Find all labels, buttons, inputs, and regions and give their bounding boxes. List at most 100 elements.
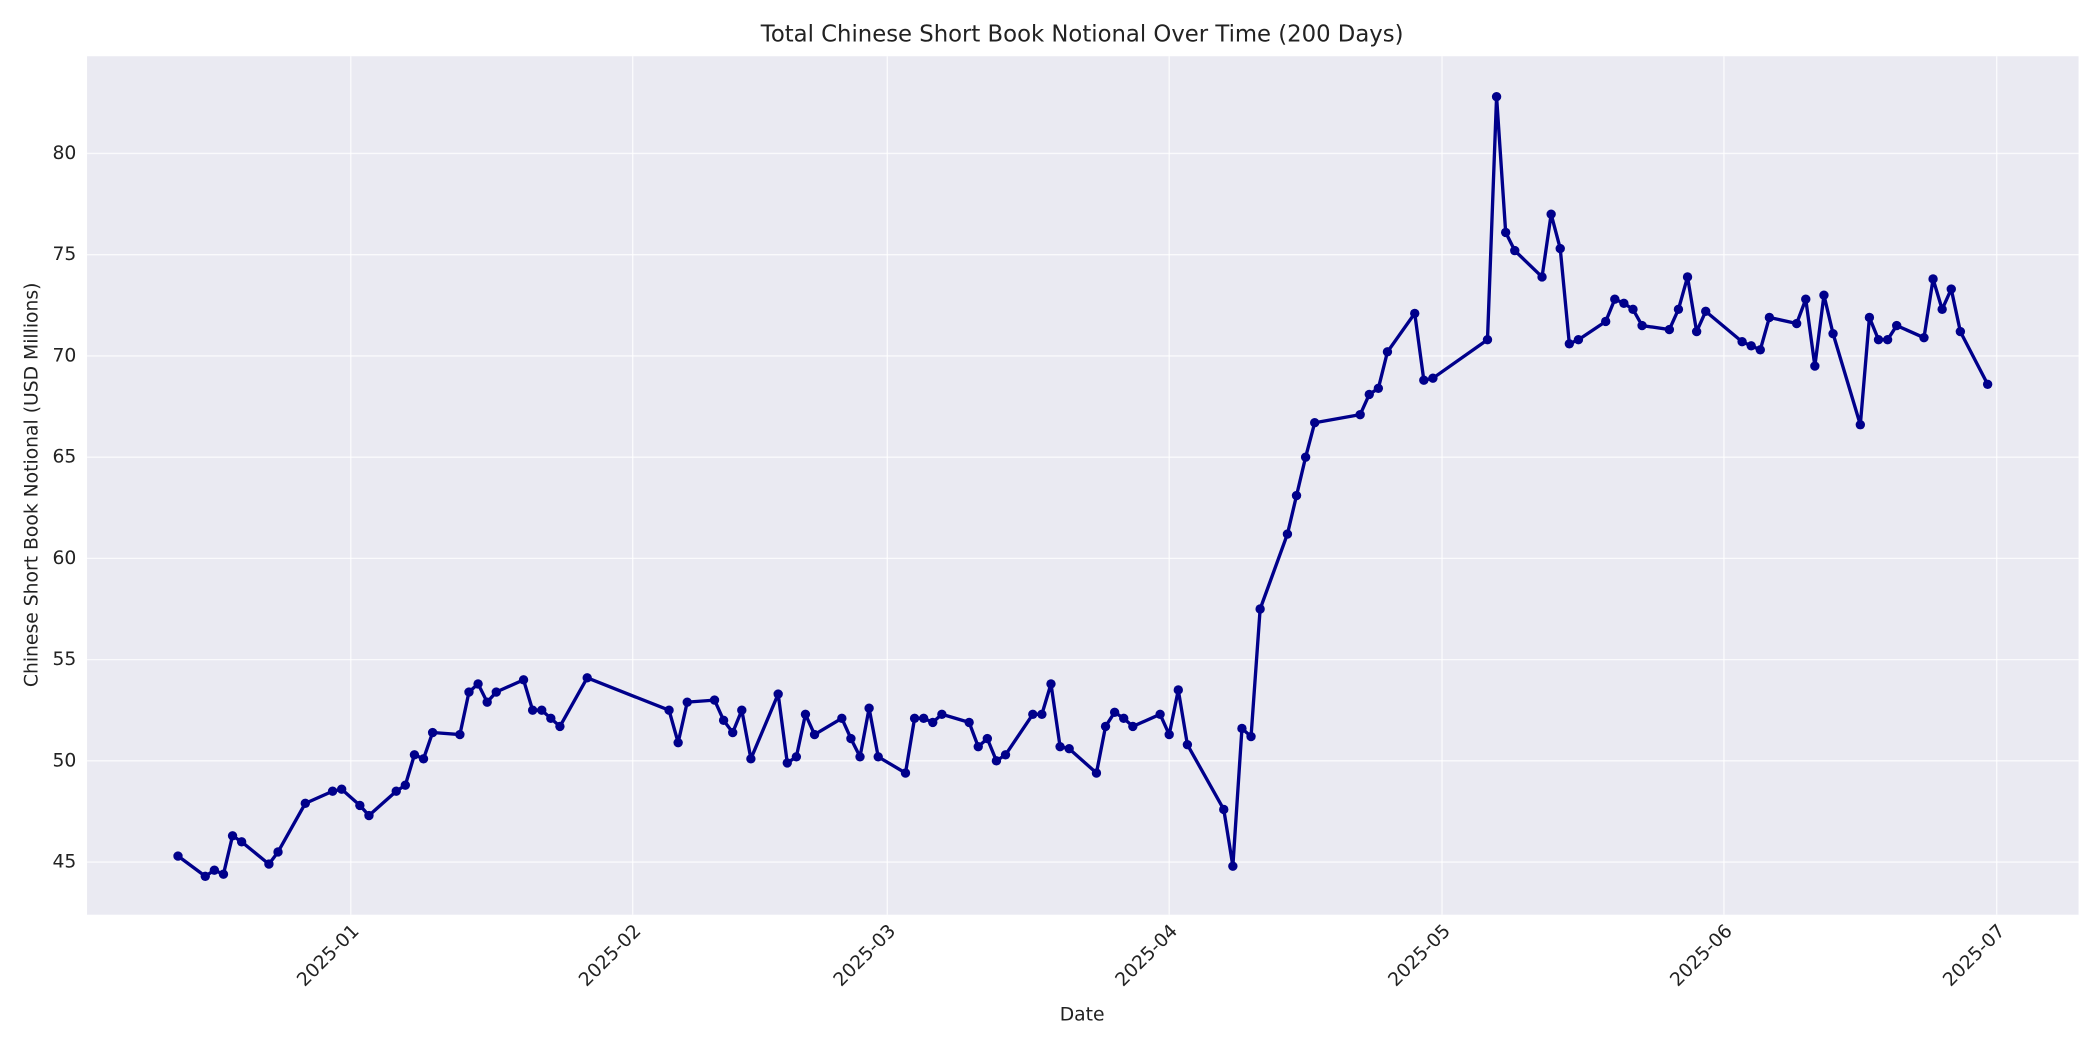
data-point <box>1928 274 1938 284</box>
data-point <box>418 754 429 764</box>
data-point <box>1673 304 1684 315</box>
data-point <box>773 689 783 699</box>
data-point <box>200 871 210 881</box>
data-point <box>1982 379 1993 389</box>
data-point <box>1619 298 1629 308</box>
data-point <box>1028 709 1038 719</box>
y-tick-label: 45 <box>52 852 76 873</box>
data-point <box>227 831 238 841</box>
data-point <box>1237 723 1247 734</box>
data-point <box>1828 328 1838 339</box>
data-point <box>682 697 692 707</box>
data-point <box>400 780 411 790</box>
data-point <box>582 673 592 683</box>
data-point <box>1746 341 1756 351</box>
data-point <box>855 752 865 762</box>
data-point <box>464 687 474 697</box>
data-point <box>782 758 792 768</box>
data-point <box>491 687 501 697</box>
data-point <box>1128 721 1138 732</box>
x-tick-label: 2025-02 <box>575 921 645 991</box>
data-point <box>1100 721 1111 732</box>
data-point <box>1219 804 1229 815</box>
data-point <box>1691 326 1702 337</box>
data-point <box>718 715 729 726</box>
data-point <box>1491 92 1502 102</box>
data-point <box>900 768 911 778</box>
data-point <box>518 675 529 685</box>
data-point <box>473 679 483 689</box>
data-point <box>1091 768 1102 778</box>
data-point <box>1282 529 1293 539</box>
data-point <box>1610 294 1620 304</box>
data-point <box>1364 389 1374 400</box>
data-point <box>1500 227 1511 238</box>
data-point <box>1764 312 1775 323</box>
y-tick-label: 70 <box>52 345 76 366</box>
data-point <box>1155 709 1165 719</box>
data-point <box>1573 335 1584 345</box>
data-point <box>300 798 310 809</box>
data-point <box>482 697 492 707</box>
data-point <box>391 786 401 796</box>
data-point <box>1701 306 1711 317</box>
data-point <box>273 847 283 857</box>
data-point <box>1882 335 1893 345</box>
x-tick-label: 2025-07 <box>1939 921 2009 991</box>
data-point <box>964 717 974 728</box>
data-point <box>728 727 738 738</box>
data-point <box>1801 294 1811 304</box>
y-tick-label: 55 <box>52 649 76 670</box>
data-point <box>1864 312 1875 323</box>
data-point <box>364 810 374 821</box>
data-point <box>746 754 756 764</box>
data-point <box>409 750 420 760</box>
data-point <box>555 721 565 732</box>
data-point <box>1819 290 1829 300</box>
data-point <box>1300 452 1311 462</box>
data-point <box>737 705 747 715</box>
data-point <box>537 705 547 715</box>
data-point <box>1410 308 1420 319</box>
data-point <box>928 717 938 728</box>
data-point <box>1791 318 1802 329</box>
data-point <box>1228 861 1238 871</box>
data-point <box>1373 383 1384 393</box>
data-point <box>1310 418 1320 428</box>
chart-title: Total Chinese Short Book Notional Over T… <box>760 21 1404 47</box>
y-tick-label: 50 <box>52 750 76 771</box>
data-point <box>1164 729 1174 740</box>
x-tick-label: 2025-06 <box>1666 921 1736 991</box>
data-point <box>1955 326 1966 337</box>
data-point <box>1810 361 1820 371</box>
data-point <box>1601 316 1611 327</box>
data-point <box>427 727 438 738</box>
data-point <box>1555 243 1565 254</box>
data-point <box>1482 335 1493 345</box>
data-point <box>1892 320 1902 331</box>
data-point <box>1637 320 1647 331</box>
data-point <box>1919 332 1929 343</box>
data-point <box>1937 304 1947 315</box>
x-tick-label: 2025-04 <box>1112 921 1182 991</box>
data-point <box>1737 337 1747 347</box>
x-tick-label: 2025-03 <box>830 921 900 991</box>
data-point <box>1355 409 1365 420</box>
y-axis-label: Chinese Short Book Notional (USD Million… <box>22 283 43 688</box>
data-point <box>264 859 274 869</box>
plot-area <box>87 56 2079 915</box>
data-point <box>1255 604 1265 614</box>
data-point <box>336 784 347 794</box>
data-point <box>709 695 720 705</box>
data-point <box>846 733 856 744</box>
x-axis-label: Date <box>1060 1005 1105 1026</box>
data-point <box>1291 490 1302 501</box>
data-point <box>673 737 683 748</box>
data-point <box>1628 304 1638 315</box>
data-point <box>1246 731 1256 742</box>
data-point <box>664 705 674 715</box>
data-point <box>455 729 465 740</box>
data-point <box>1537 272 1547 282</box>
data-point <box>1664 324 1675 335</box>
